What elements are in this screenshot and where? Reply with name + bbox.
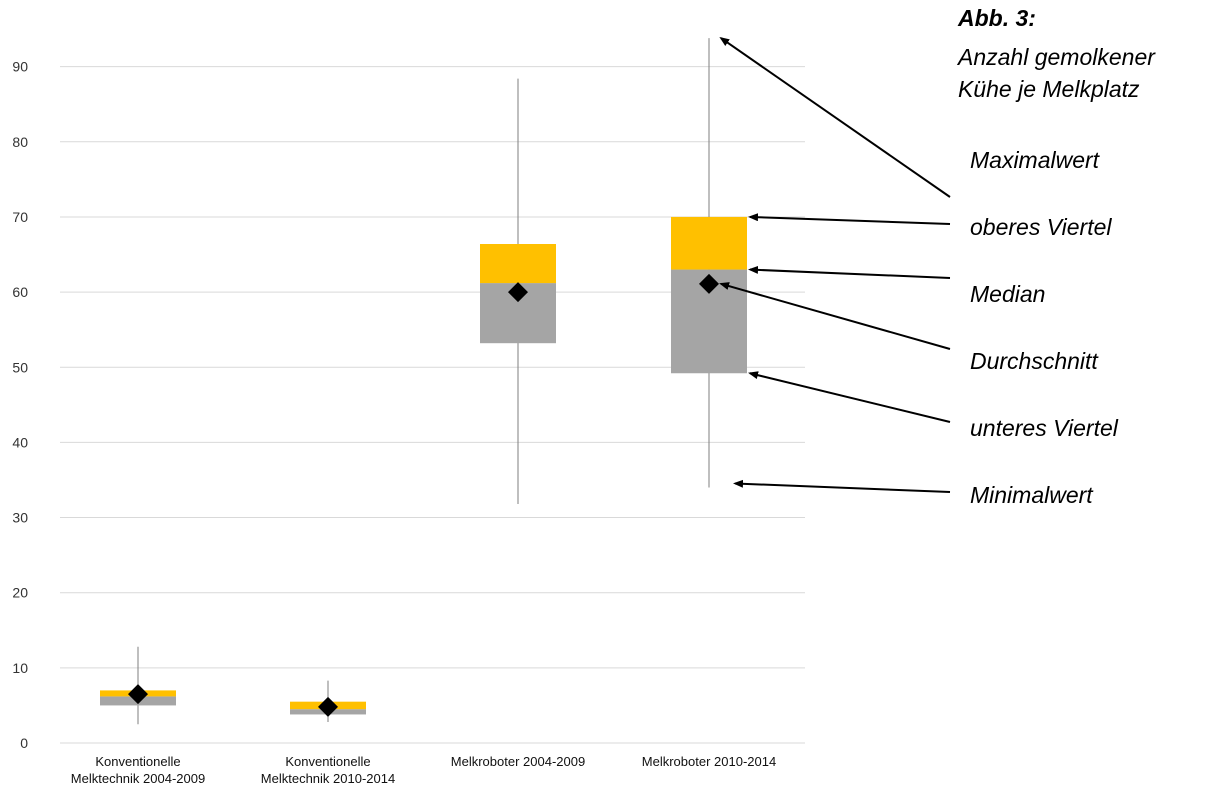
box-4 bbox=[671, 38, 747, 487]
box-2 bbox=[290, 681, 366, 722]
y-axis-ticks: 0 10 20 30 40 50 60 70 80 90 bbox=[12, 59, 28, 751]
x-category-label-line: Melkroboter 2004-2009 bbox=[451, 754, 585, 769]
chart-title: Abb. 3: bbox=[957, 5, 1036, 31]
chart-subtitle-line: Kühe je Melkplatz bbox=[958, 76, 1140, 102]
x-category-label-line: Melkroboter 2010-2014 bbox=[642, 754, 776, 769]
y-tick-label: 50 bbox=[12, 359, 28, 375]
legend-entry: oberes Viertel bbox=[750, 214, 1112, 240]
x-axis-categories: Konventionelle Melktechnik 2004-2009Konve… bbox=[71, 754, 776, 786]
box-series bbox=[100, 38, 747, 724]
box-3 bbox=[480, 79, 556, 504]
annotation-legend: Maximalwert oberes Viertel Median Durchschn… bbox=[721, 38, 1119, 508]
legend-entry: Minimalwert bbox=[735, 482, 1094, 508]
legend-label: unteres Viertel bbox=[970, 415, 1119, 441]
legend-arrow bbox=[750, 270, 950, 278]
legend-label: Median bbox=[970, 281, 1045, 307]
x-category-label: Melkroboter 2004-2009 bbox=[451, 754, 585, 769]
legend-label: Durchschnitt bbox=[970, 348, 1099, 374]
box-1 bbox=[100, 647, 176, 724]
x-category-label: Melkroboter 2010-2014 bbox=[642, 754, 776, 769]
x-category-label: Konventionelle Melktechnik 2010-2014 bbox=[261, 754, 395, 786]
legend-arrow bbox=[750, 373, 950, 422]
y-tick-label: 90 bbox=[12, 59, 28, 75]
grid-lines bbox=[60, 67, 805, 743]
legend-label: oberes Viertel bbox=[970, 214, 1112, 240]
y-tick-label: 30 bbox=[12, 510, 28, 526]
y-tick-label: 80 bbox=[12, 134, 28, 150]
legend-arrow bbox=[750, 217, 950, 224]
y-tick-label: 0 bbox=[20, 735, 28, 751]
legend-label: Maximalwert bbox=[970, 147, 1101, 173]
legend-arrow bbox=[721, 284, 950, 349]
upper-quartile-box bbox=[480, 244, 556, 283]
x-category-label-line: Melktechnik 2010-2014 bbox=[261, 771, 395, 786]
y-tick-label: 40 bbox=[12, 434, 28, 450]
chart-title-block: Abb. 3: Anzahl gemolkener Kühe je Melkplat… bbox=[956, 5, 1156, 102]
x-category-label-line: Melktechnik 2004-2009 bbox=[71, 771, 205, 786]
chart-subtitle-line: Anzahl gemolkener bbox=[956, 44, 1156, 70]
y-tick-label: 20 bbox=[12, 585, 28, 601]
legend-entry: unteres Viertel bbox=[750, 373, 1119, 441]
legend-arrow bbox=[735, 483, 950, 492]
x-category-label-line: Konventionelle bbox=[285, 754, 370, 769]
y-tick-label: 70 bbox=[12, 209, 28, 225]
y-tick-label: 10 bbox=[12, 660, 28, 676]
legend-label: Minimalwert bbox=[970, 482, 1094, 508]
x-category-label: Konventionelle Melktechnik 2004-2009 bbox=[71, 754, 205, 786]
x-category-label-line: Konventionelle bbox=[95, 754, 180, 769]
legend-entry: Median bbox=[750, 270, 1045, 307]
upper-quartile-box bbox=[671, 217, 747, 270]
legend-arrow bbox=[721, 38, 950, 197]
y-tick-label: 60 bbox=[12, 284, 28, 300]
